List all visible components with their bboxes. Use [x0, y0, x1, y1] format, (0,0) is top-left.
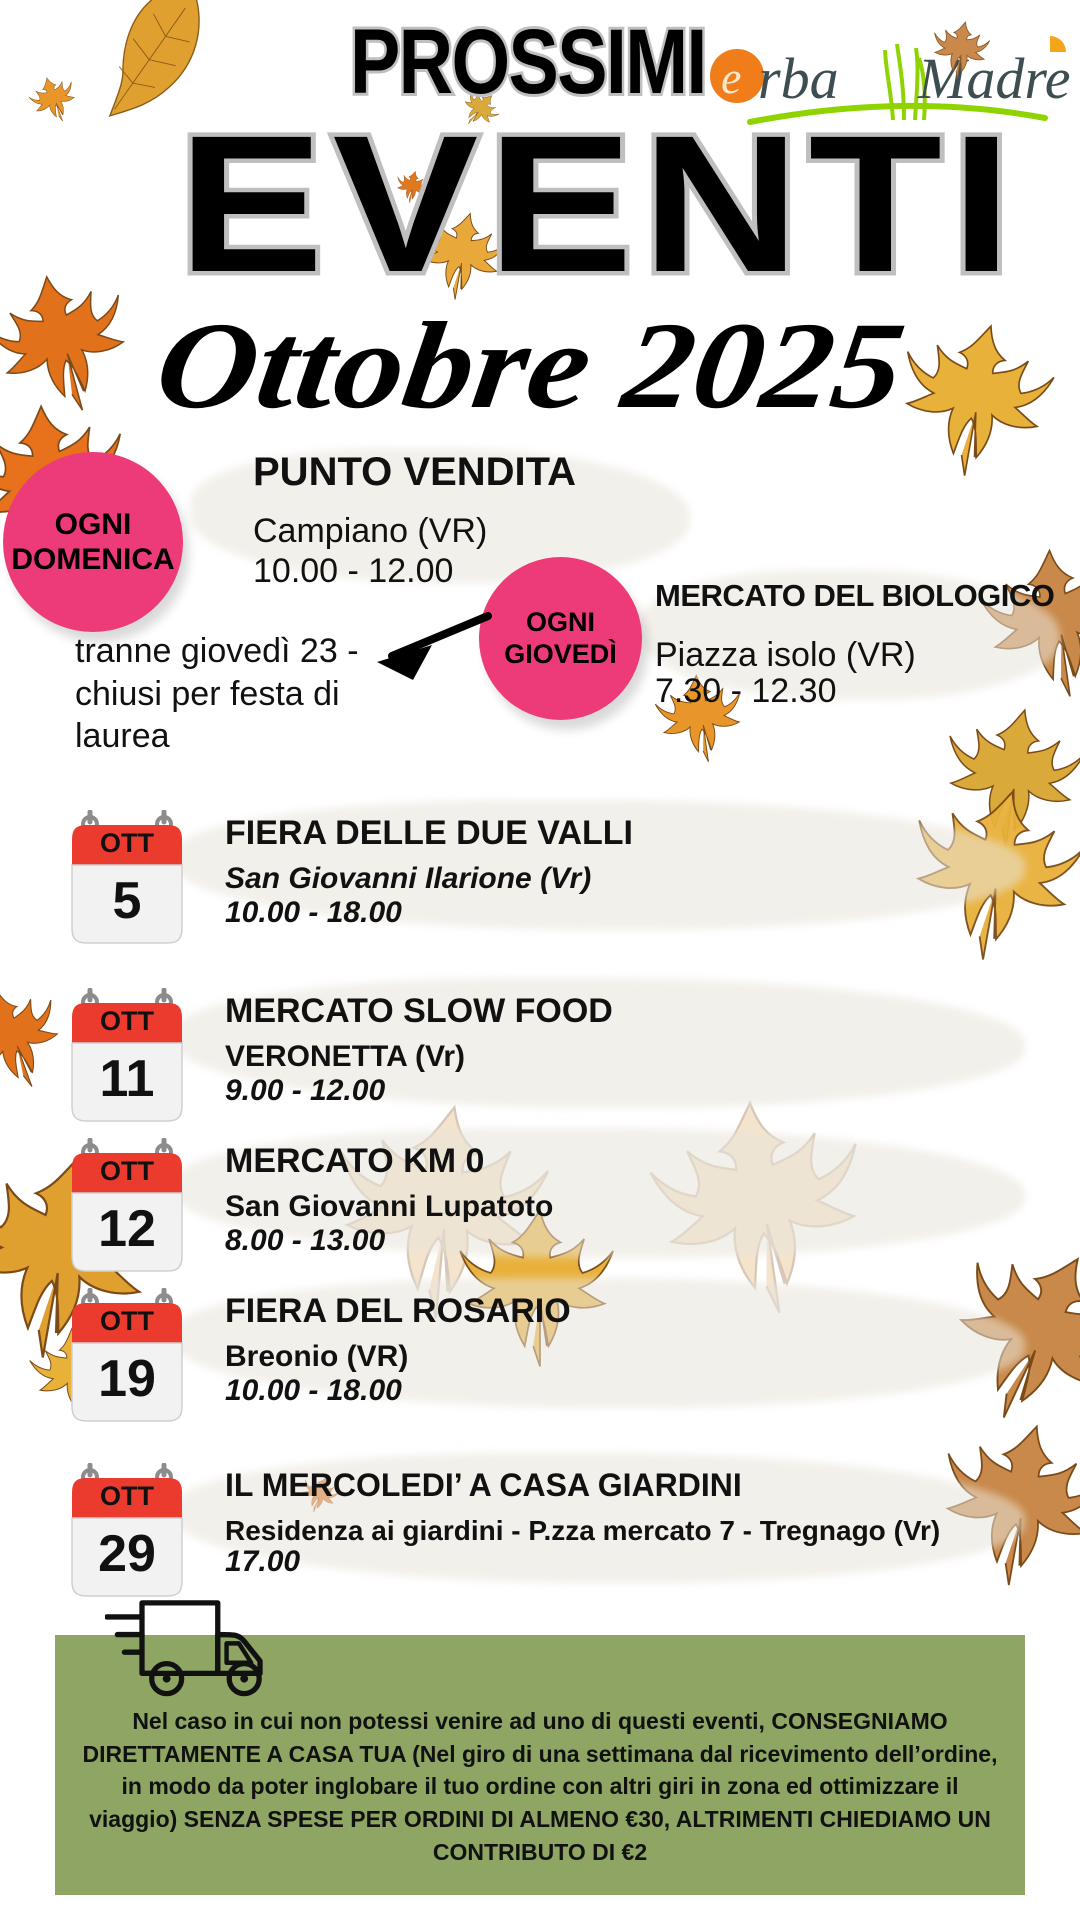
- svg-text:Madre: Madre: [917, 46, 1070, 111]
- svg-text:29: 29: [98, 1525, 156, 1583]
- svg-text:11: 11: [100, 1050, 155, 1108]
- svg-text:12: 12: [98, 1200, 156, 1258]
- svg-text:19: 19: [98, 1350, 156, 1408]
- svg-text:OTT: OTT: [100, 1006, 154, 1036]
- svg-text:e: e: [721, 52, 741, 103]
- svg-text:OTT: OTT: [100, 828, 154, 858]
- svg-text:OTT: OTT: [100, 1306, 154, 1336]
- svg-text:rba: rba: [758, 46, 839, 111]
- svg-text:OTT: OTT: [100, 1156, 154, 1186]
- svg-text:5: 5: [113, 872, 142, 930]
- svg-text:OTT: OTT: [100, 1481, 154, 1511]
